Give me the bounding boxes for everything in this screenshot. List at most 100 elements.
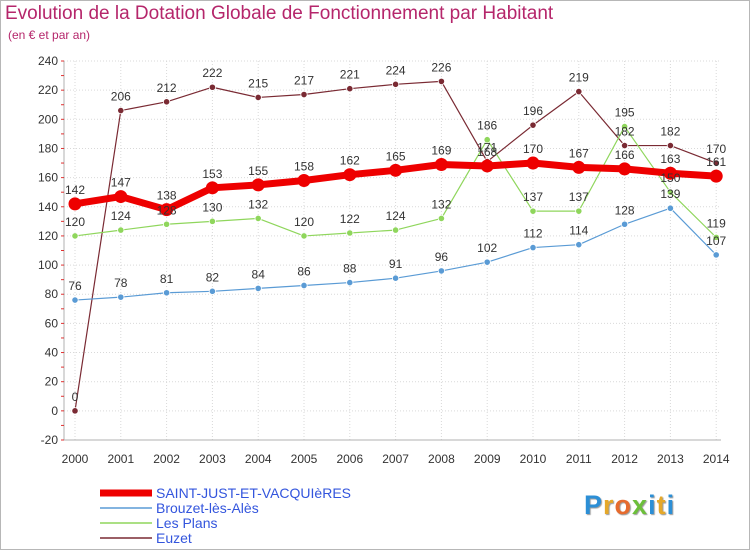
y-tick-label: 40 [45,346,59,360]
data-point-les-plans [437,214,445,223]
data-point-saint-just-et-vacquieres [480,159,494,173]
data-label-brouzet-les-ales: 76 [68,279,82,293]
data-label-euzet: 182 [660,125,680,139]
data-label-saint-just-et-vacquieres: 161 [706,155,726,169]
data-label-saint-just-et-vacquieres: 168 [477,145,497,159]
data-point-euzet [620,141,629,150]
data-point-brouzet-les-ales [300,281,308,290]
data-point-les-plans [712,233,720,241]
data-label-les-plans: 137 [569,190,589,204]
data-point-les-plans [391,226,400,234]
data-label-brouzet-les-ales: 84 [252,267,266,281]
data-label-les-plans: 128 [157,203,177,217]
data-label-les-plans: 195 [615,106,635,120]
data-label-saint-just-et-vacquieres: 169 [431,143,451,157]
data-label-brouzet-les-ales: 82 [206,270,220,284]
data-label-euzet: 206 [111,90,131,104]
data-label-brouzet-les-ales: 91 [389,257,403,271]
legend-label-saint-just-et-vacquieres: SAINT-JUST-ET-VACQUIèRES [156,485,351,501]
data-label-brouzet-les-ales: 128 [615,203,635,217]
data-point-saint-just-et-vacquieres [572,160,586,174]
data-label-euzet: 215 [248,76,268,90]
data-point-brouzet-les-ales [620,220,629,228]
data-label-brouzet-les-ales: 102 [477,241,497,255]
data-point-saint-just-et-vacquieres [526,156,540,170]
x-tick-label: 2001 [107,452,134,466]
data-point-saint-just-et-vacquieres [663,166,677,180]
data-point-euzet [71,407,79,415]
x-tick-label: 2013 [657,452,684,466]
x-tick-label: 2014 [703,452,730,466]
data-label-layer: 0 206 212 222 215 217 221 224 226 171 196 219 182 182… [65,60,727,403]
data-label-saint-just-et-vacquieres: 163 [660,152,680,166]
x-tick-label: 2006 [336,452,363,466]
data-label-les-plans: 132 [431,197,451,211]
data-label-euzet: 219 [569,71,589,85]
data-point-les-plans [254,214,262,223]
data-label-les-plans: 122 [340,212,360,226]
data-label-brouzet-les-ales: 78 [114,276,128,290]
data-label-saint-just-et-vacquieres: 167 [569,146,589,160]
y-tick-label: 80 [45,287,59,301]
axis-layer: -20 0 20 40 60 80 100 120 140 160 180 200 220 240 2000… [38,54,730,466]
series-layer [68,77,723,415]
proxiti-logo: Proxiti [584,490,676,520]
data-label-euzet: 0 [72,390,79,404]
data-point-les-plans [575,207,583,215]
data-label-les-plans: 132 [248,197,268,211]
legend-label-brouzet-les-ales: Brouzet-lès-Alès [156,500,259,516]
data-point-les-plans [71,232,79,240]
data-label-euzet: 226 [431,60,451,74]
data-point-les-plans [666,188,675,196]
data-label-les-plans: 150 [660,171,680,185]
data-label-brouzet-les-ales: 112 [523,227,542,241]
data-label-euzet: 182 [615,125,635,139]
data-point-brouzet-les-ales [163,289,171,297]
data-label-euzet: 171 [477,141,497,155]
grid-layer [64,60,721,441]
data-label-brouzet-les-ales: 81 [160,272,174,286]
x-tick-label: 2007 [382,452,409,466]
y-tick-label: 0 [51,404,58,418]
y-tick-label: 200 [38,112,58,126]
y-tick-label: 140 [38,200,58,214]
data-point-euzet [208,83,216,91]
data-point-les-plans [483,136,491,144]
data-label-saint-just-et-vacquieres: 166 [615,148,635,162]
data-point-saint-just-et-vacquieres [297,174,311,188]
data-point-brouzet-les-ales [712,251,720,259]
data-label-euzet: 224 [386,63,406,77]
y-tick-label: 180 [38,141,58,155]
data-label-euzet: 221 [340,68,360,82]
data-label-saint-just-et-vacquieres: 153 [202,167,222,181]
data-point-brouzet-les-ales [391,274,400,282]
data-label-saint-just-et-vacquieres: 158 [294,160,314,174]
data-label-saint-just-et-vacquieres: 155 [248,164,268,178]
data-label-saint-just-et-vacquieres: 138 [157,189,177,203]
data-label-les-plans: 137 [523,190,543,204]
data-label-saint-just-et-vacquieres: 165 [386,149,406,163]
data-point-brouzet-les-ales [575,241,583,249]
data-point-euzet [529,121,537,129]
data-point-euzet [437,77,445,86]
data-point-brouzet-les-ales [254,284,262,292]
data-point-euzet [712,159,720,167]
data-point-euzet [117,106,125,115]
x-tick-label: 2010 [520,452,547,466]
legend-label-les-plans: Les Plans [156,515,217,531]
data-label-brouzet-les-ales: 86 [297,264,311,278]
data-point-euzet [666,141,675,150]
data-point-brouzet-les-ales [208,287,216,295]
x-tick-label: 2011 [566,452,592,466]
legend-label-euzet: Euzet [156,530,192,546]
data-point-saint-just-et-vacquieres [434,157,448,171]
data-label-euzet: 196 [523,104,543,118]
data-point-brouzet-les-ales [437,267,445,275]
chart-title: Evolution de la Dotation Globale de Fonc… [5,3,554,24]
data-point-les-plans [117,226,125,234]
data-point-saint-just-et-vacquieres [160,203,174,217]
data-label-les-plans: 120 [65,215,85,229]
data-point-saint-just-et-vacquieres [389,163,403,177]
data-point-les-plans [300,232,308,240]
